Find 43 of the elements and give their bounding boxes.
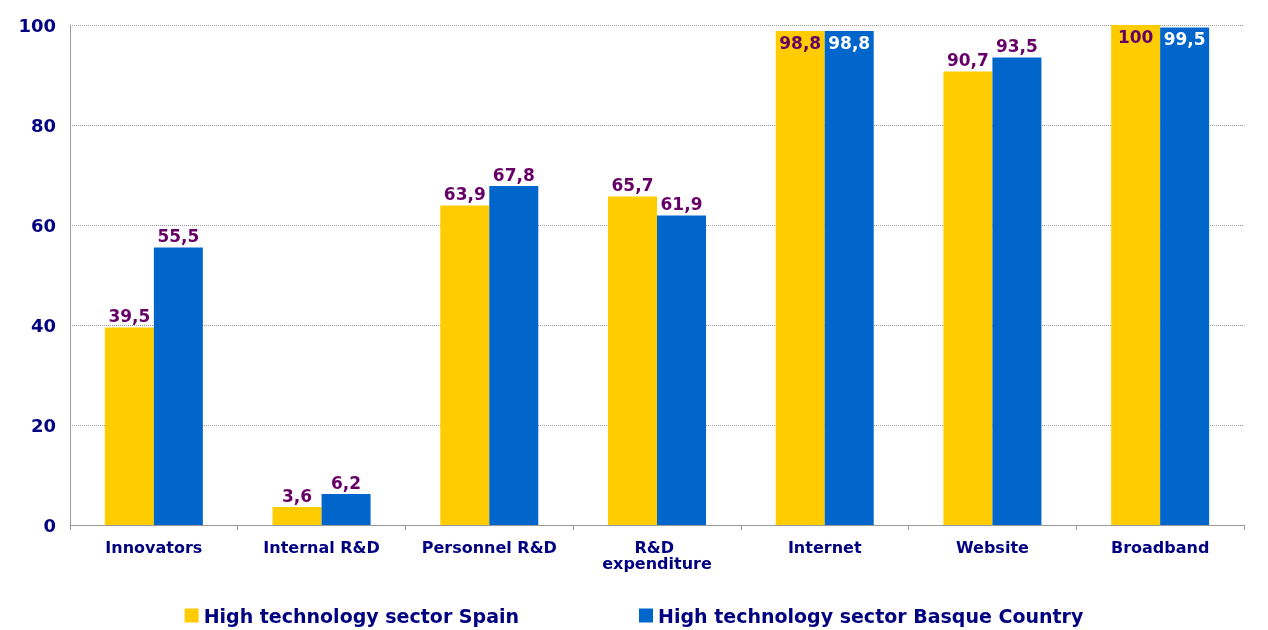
bar xyxy=(272,507,322,525)
data-label: 55,5 xyxy=(157,226,200,246)
bar xyxy=(657,215,706,525)
y-tick-label: 80 xyxy=(30,114,56,136)
x-tick-label: Personnel R&D xyxy=(421,537,557,557)
y-tick-label: 20 xyxy=(30,414,56,436)
y-tick-label: 40 xyxy=(30,314,56,336)
data-label: 99,5 xyxy=(1163,29,1206,49)
y-tick-label: 0 xyxy=(43,514,56,536)
y-tick-label: 100 xyxy=(18,14,56,36)
data-label: 98,8 xyxy=(779,32,822,53)
bar xyxy=(153,247,203,525)
data-label: 90,7 xyxy=(946,50,989,70)
bar xyxy=(775,31,825,525)
legend-label: High technology sector Spain xyxy=(203,604,520,627)
data-label: 100 xyxy=(1117,26,1154,47)
bar xyxy=(608,196,657,525)
data-label: 93,5 xyxy=(995,36,1038,56)
data-label: 39,5 xyxy=(108,306,151,326)
data-label: 61,9 xyxy=(660,194,703,214)
bar xyxy=(321,494,371,525)
x-tick-label: Website xyxy=(955,537,1030,557)
y-tick-label: 60 xyxy=(30,214,56,236)
data-label: 67,8 xyxy=(492,164,535,185)
bar xyxy=(824,31,874,525)
x-tick-label: Internet xyxy=(787,537,862,557)
bar xyxy=(104,327,154,525)
bar xyxy=(489,186,539,525)
bar xyxy=(440,205,490,525)
data-label: 65,7 xyxy=(611,175,654,195)
x-tick-label: Innovators xyxy=(105,537,203,557)
x-tick-label: Internal R&D xyxy=(263,537,380,557)
x-tick-label: R&D expenditure xyxy=(602,537,712,573)
data-label: 63,9 xyxy=(443,184,486,204)
x-tick-label: Broadband xyxy=(1110,537,1210,557)
bar xyxy=(992,57,1042,525)
data-label: 98,8 xyxy=(828,32,871,53)
data-label: 6,2 xyxy=(331,472,362,493)
bar xyxy=(943,71,993,525)
data-label: 3,6 xyxy=(282,485,313,506)
legend-label: High technology sector Basque Country xyxy=(658,604,1084,627)
bar xyxy=(1160,27,1210,525)
bar xyxy=(1111,25,1161,525)
